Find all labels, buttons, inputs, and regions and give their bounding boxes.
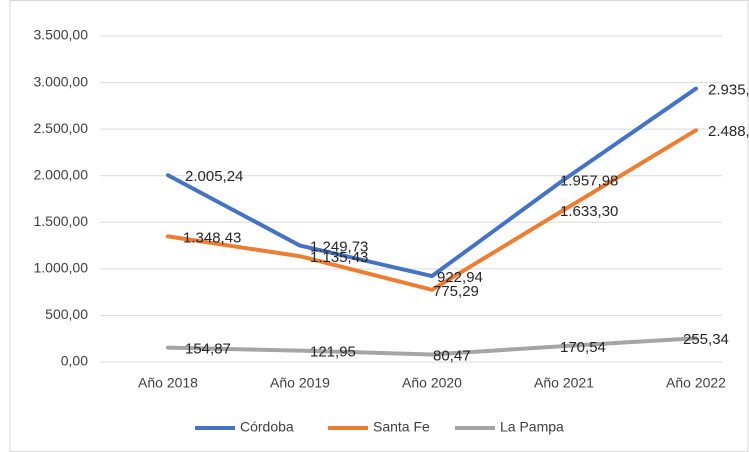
y-tick-label: 3.500,00 <box>34 27 89 43</box>
y-tick-label: 2.500,00 <box>34 120 89 136</box>
data-label: 1.348,43 <box>183 229 241 246</box>
data-label: 121,95 <box>310 344 356 361</box>
y-tick-label: 0,00 <box>61 353 88 369</box>
x-tick-label: Año 2018 <box>138 375 198 391</box>
data-label: 2.935,63 <box>708 82 749 99</box>
y-tick-label: 500,00 <box>45 306 88 322</box>
y-tick-label: 2.000,00 <box>34 166 89 182</box>
legend-label: Córdoba <box>240 419 294 435</box>
chart-border <box>9 0 749 452</box>
data-label: 775,29 <box>433 283 479 300</box>
y-tick-label: 1.500,00 <box>34 213 89 229</box>
legend-label: La Pampa <box>500 419 564 435</box>
data-label: 170,54 <box>560 339 606 356</box>
x-tick-label: Año 2022 <box>666 375 726 391</box>
legend-label: Santa Fe <box>373 419 430 435</box>
data-label: 154,87 <box>185 341 231 358</box>
data-label: 80,47 <box>433 347 471 364</box>
data-label: 1.633,30 <box>560 203 618 220</box>
data-label: 1.135,43 <box>310 249 368 266</box>
series-line <box>166 128 698 292</box>
series-line <box>166 336 698 357</box>
x-tick-label: Año 2021 <box>534 375 594 391</box>
y-tick-label: 1.000,00 <box>34 260 89 276</box>
data-label: 1.957,98 <box>560 173 618 190</box>
x-tick-label: Año 2019 <box>270 375 330 391</box>
data-label: 2.488,94 <box>708 123 749 140</box>
series-line <box>166 86 698 279</box>
data-label: 1.249,73 <box>310 239 368 256</box>
data-label: 255,34 <box>683 331 729 348</box>
data-label: 2.005,24 <box>185 168 243 185</box>
data-label: 922,94 <box>437 269 483 286</box>
x-tick-label: Año 2020 <box>402 375 462 391</box>
y-tick-label: 3.000,00 <box>34 73 89 89</box>
